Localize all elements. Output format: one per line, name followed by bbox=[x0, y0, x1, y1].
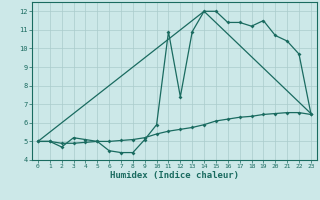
X-axis label: Humidex (Indice chaleur): Humidex (Indice chaleur) bbox=[110, 171, 239, 180]
